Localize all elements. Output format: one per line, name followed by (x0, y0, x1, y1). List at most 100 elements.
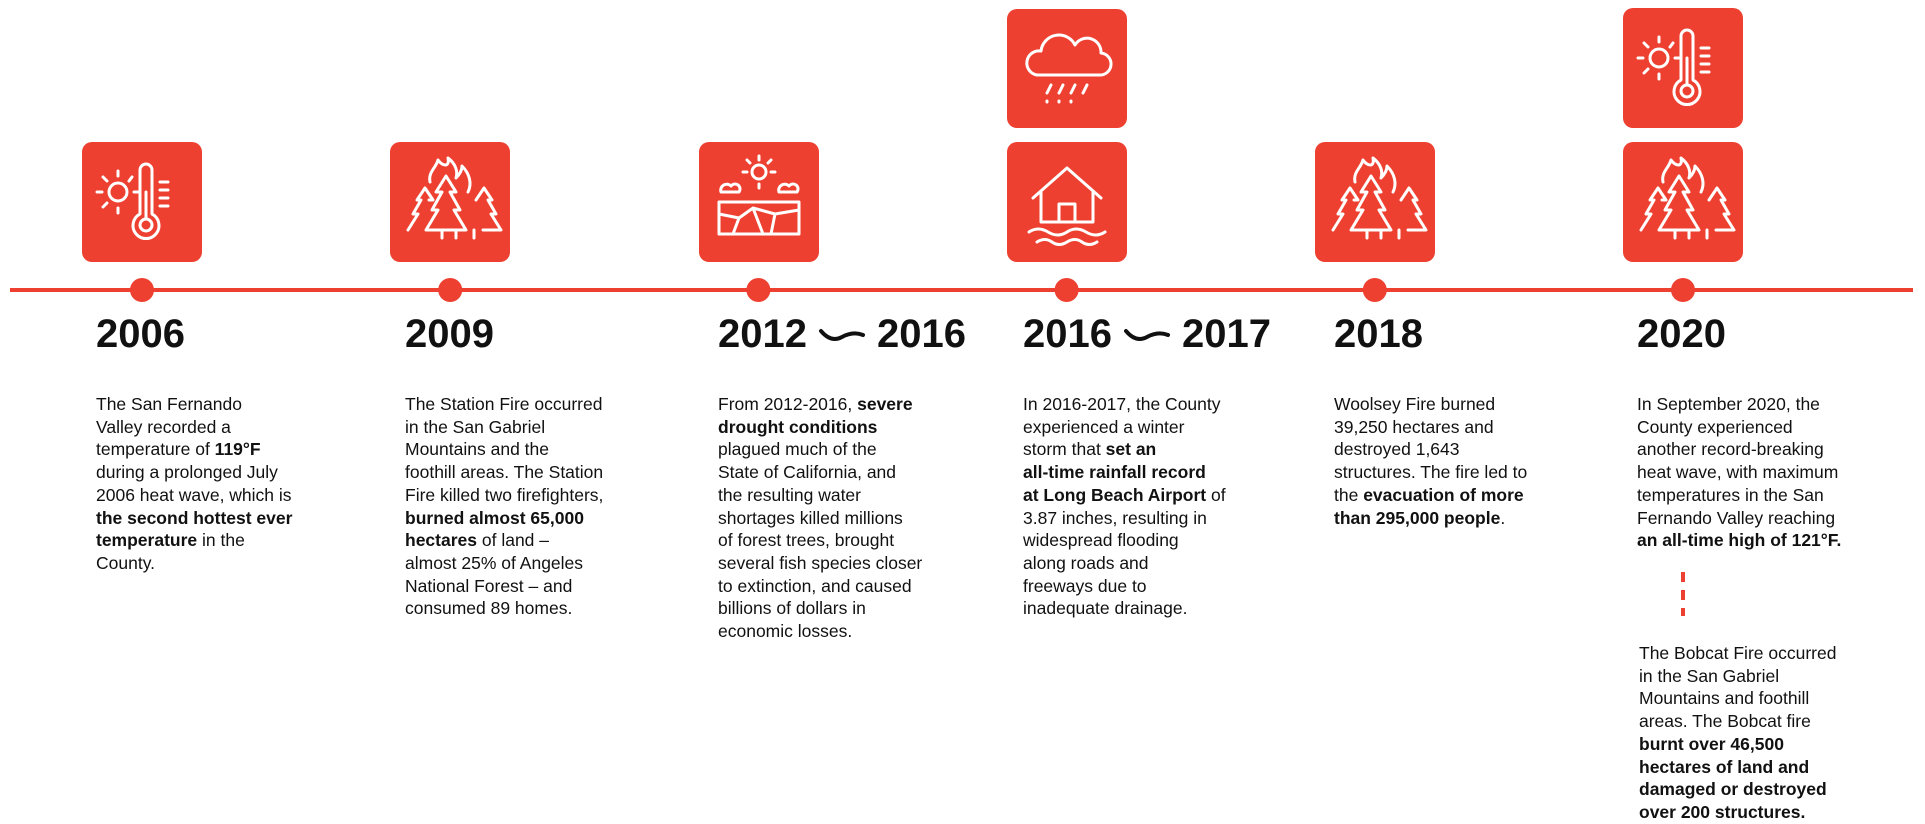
text: Mountains and foothill (1639, 688, 1810, 709)
text-line: during a prolonged July (96, 461, 292, 484)
text-line: structures. The fire led to (1334, 461, 1527, 484)
year: 2009 (405, 312, 494, 357)
text-line: the second hottest ever (96, 507, 292, 530)
year: 2018 (1334, 312, 1423, 357)
timeline-dot (438, 278, 463, 302)
text-line: the evacuation of more (1334, 484, 1527, 507)
text: foothill areas. The Station (405, 462, 604, 483)
text: widespread flooding (1023, 530, 1179, 551)
timeline-dot (130, 278, 154, 302)
text: storm that (1023, 439, 1106, 460)
text-line: Mountains and the (405, 438, 603, 461)
text-line: burnt over 46,500 (1639, 733, 1836, 756)
text: temperature of (96, 439, 215, 460)
text: consumed 89 homes. (405, 598, 573, 619)
timeline-dot (1671, 278, 1695, 302)
text-line: 3.87 inches, resulting in (1023, 507, 1226, 530)
text-line: The Station Fire occurred (405, 393, 603, 416)
text: The San Fernando (96, 394, 242, 414)
text: County experienced (1637, 416, 1793, 437)
text-line: Valley recorded a (96, 416, 292, 439)
text: in the San Gabriel (405, 416, 546, 437)
event-description: The Station Fire occurred in the San Gabr… (405, 393, 603, 620)
timeline-dot (1054, 278, 1079, 302)
text-line: 39,250 hectares and (1334, 416, 1527, 439)
bold-text: hectares of land and (1639, 756, 1810, 777)
text: of forest trees, brought (718, 530, 895, 551)
text: of land – (477, 530, 549, 551)
icon-box (390, 142, 510, 262)
icon-box (1315, 142, 1435, 262)
text: the (1334, 484, 1364, 505)
bold-text: than 295,000 people (1334, 507, 1501, 528)
icon-box (1007, 142, 1127, 262)
text: economic losses. (718, 621, 853, 642)
text-line: widespread flooding (1023, 529, 1226, 552)
text: shortages killed millions (718, 507, 903, 528)
range-dash (818, 328, 865, 341)
text-line: storm that set an (1023, 438, 1226, 461)
text-line: destroyed 1,643 (1334, 438, 1527, 461)
text: destroyed 1,643 (1334, 439, 1460, 460)
text-line: freeways due to (1023, 575, 1226, 598)
text-line: in the San Gabriel (405, 416, 603, 439)
text: In September 2020, the (1637, 394, 1820, 414)
bold-text: over 200 structures. (1639, 801, 1806, 822)
event-description: From 2012-2016, severe drought conditions… (718, 393, 922, 643)
text-line: hectares of land – (405, 529, 603, 552)
text: In 2016-2017, the County (1023, 394, 1221, 414)
text: of (1206, 484, 1226, 505)
text-line: Woolsey Fire burned (1334, 393, 1527, 416)
text-line: in the San Gabriel (1639, 665, 1836, 688)
text: 39,250 hectares and (1334, 416, 1494, 437)
event-description: In September 2020, the County experienced… (1637, 393, 1841, 552)
year-label: 2012 (718, 312, 807, 356)
text-line: all-time rainfall record (1023, 461, 1226, 484)
text: to extinction, and caused (718, 575, 912, 596)
text: Woolsey Fire burned (1334, 394, 1496, 414)
text-line: damaged or destroyed (1639, 778, 1836, 801)
text: in the San Gabriel (1639, 665, 1780, 686)
text-line: In 2016-2017, the County (1023, 393, 1226, 416)
text: 3.87 inches, resulting in (1023, 507, 1207, 528)
text-line: over 200 structures. (1639, 801, 1836, 824)
text: the resulting water (718, 484, 861, 505)
text: 2006 heat wave, which is (96, 484, 292, 505)
text: From 2012-2016, (718, 394, 858, 414)
text: County. (96, 552, 156, 573)
text: temperatures in the San (1637, 484, 1824, 505)
text-line: In September 2020, the (1637, 393, 1841, 416)
text-line: temperature of 119°F (96, 438, 292, 461)
text-line: several fish species closer (718, 552, 922, 575)
text-line: foothill areas. The Station (405, 461, 603, 484)
text: The Station Fire occurred (405, 394, 603, 414)
text-line: hectares of land and (1639, 756, 1836, 779)
text-line: Fire killed two firefighters, (405, 484, 603, 507)
text-line: drought conditions (718, 416, 922, 439)
text-line: State of California, and (718, 461, 922, 484)
year: 2012 2016 (718, 312, 966, 357)
text: almost 25% of Angeles (405, 552, 584, 573)
event-description: In 2016-2017, the County experienced a wi… (1023, 393, 1226, 620)
text-line: County. (96, 552, 292, 575)
text: another record-breaking (1637, 439, 1824, 460)
icon-box (1623, 142, 1743, 262)
year-label: 2016 (876, 312, 966, 356)
text-line: National Forest – and (405, 575, 603, 598)
text-line: temperatures in the San (1637, 484, 1841, 507)
year-label: 2020 (1637, 312, 1726, 356)
bold-text: the second hottest ever (96, 507, 293, 528)
text: structures. The fire led to (1334, 462, 1528, 483)
year: 2016 2017 (1023, 312, 1271, 357)
text: . (1500, 507, 1506, 528)
icon-box (1623, 8, 1743, 128)
text: in the (197, 530, 245, 551)
text-line: The San Fernando (96, 393, 292, 416)
text: areas. The Bobcat fire (1639, 711, 1811, 732)
bold-text: severe (857, 394, 913, 414)
bold-text: drought conditions (718, 416, 878, 437)
year-label: 2017 (1181, 312, 1271, 356)
range-dash (1123, 328, 1170, 341)
text-line: to extinction, and caused (718, 575, 922, 598)
text-line: inadequate drainage. (1023, 597, 1226, 620)
